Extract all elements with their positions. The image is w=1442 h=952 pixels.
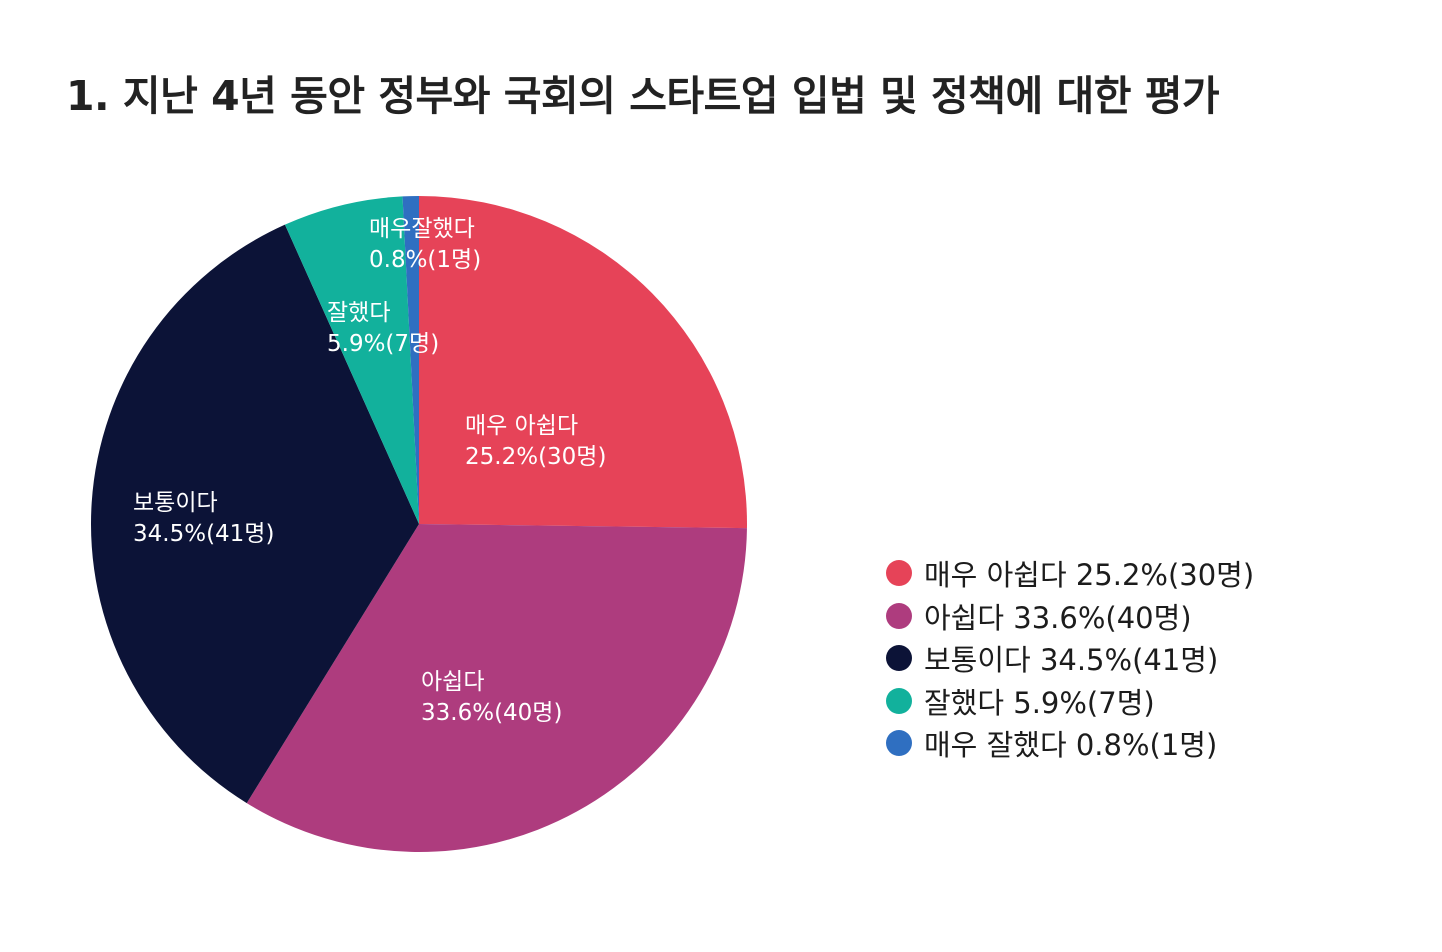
- slice-label-name-5: 매우잘했다: [369, 216, 475, 242]
- legend-swatch: [886, 645, 912, 672]
- pie-slice-4: [284, 196, 419, 524]
- slice-label-value-1: 25.2%(30명): [465, 444, 606, 470]
- slice-label-value-4: 5.9%(7명): [327, 331, 439, 357]
- legend-label: 매우 아쉽다 25.2%(30명): [924, 558, 1255, 593]
- legend-label: 아쉽다 33.6%(40명): [924, 600, 1192, 635]
- legend-label: 보통이다 34.5%(41명): [924, 643, 1219, 678]
- legend-swatch: [886, 730, 912, 757]
- chart-title: 1. 지난 4년 동안 정부와 국회의 스타트업 입법 및 정책에 대한 평가: [66, 72, 1220, 120]
- slice-label-name-1: 매우 아쉽다: [465, 413, 578, 439]
- slice-label-value-2: 33.6%(40명): [421, 700, 562, 726]
- chart-legend: 매우 아쉽다 25.2%(30명) 아쉽다 33.6%(40명) 보통이다 34.5…: [886, 552, 1254, 765]
- legend-swatch: [886, 687, 912, 714]
- legend-item-4: 잘했다 5.9%(7명): [886, 680, 1254, 723]
- pie-slice-3: [90, 224, 420, 804]
- legend-swatch: [886, 560, 912, 587]
- slice-label-name-3: 보통이다: [133, 490, 218, 516]
- slice-label-name-4: 잘했다: [327, 300, 390, 326]
- legend-item-5: 매우 잘했다 0.8%(1명): [886, 722, 1254, 765]
- legend-item-1: 매우 아쉽다 25.2%(30명): [886, 552, 1254, 595]
- pie-slice-2: [246, 524, 747, 853]
- legend-item-2: 아쉽다 33.6%(40명): [886, 595, 1254, 638]
- slice-label-value-5: 0.8%(1명): [369, 247, 481, 273]
- pie-slice-5: [402, 195, 419, 524]
- slice-label-value-3: 34.5%(41명): [133, 521, 274, 547]
- pie-slice-1: [419, 196, 747, 529]
- legend-item-3: 보통이다 34.5%(41명): [886, 637, 1254, 680]
- legend-label: 잘했다 5.9%(7명): [924, 685, 1155, 720]
- slice-label-name-2: 아쉽다: [421, 669, 484, 695]
- legend-label: 매우 잘했다 0.8%(1명): [924, 728, 1218, 763]
- legend-swatch: [886, 602, 912, 629]
